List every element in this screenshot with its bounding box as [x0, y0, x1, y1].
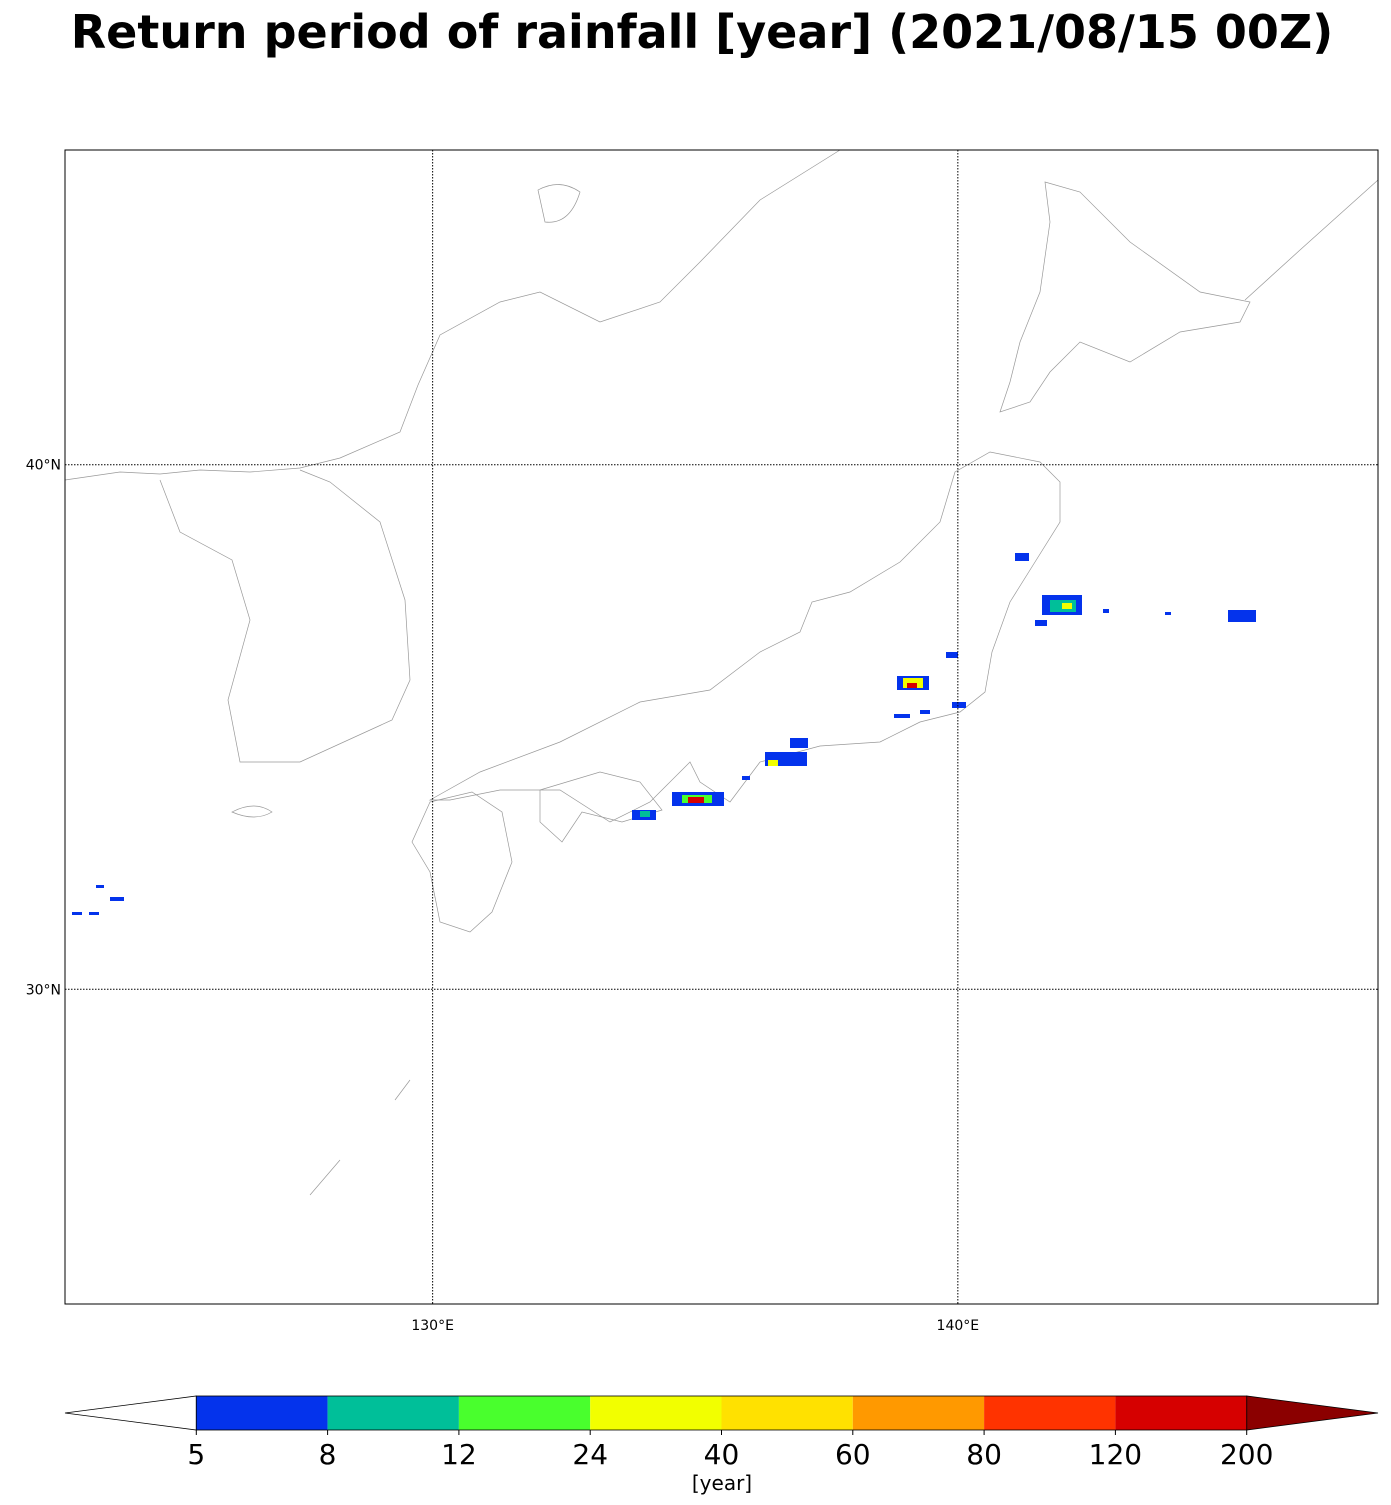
- colorbar-tick-label: 40: [704, 1438, 740, 1471]
- colorbar-tick-label: 5: [187, 1438, 205, 1471]
- x-tick-label: 130°E: [411, 1318, 454, 1334]
- colorbar-segment: [590, 1396, 722, 1430]
- colorbar-segment: [984, 1396, 1116, 1430]
- colorbar-segment: [196, 1396, 328, 1430]
- map-frame: [64, 149, 1379, 1305]
- colorbar-segment: [1115, 1396, 1247, 1430]
- colorbar-segment: [852, 1396, 985, 1430]
- colorbar-over: [1246, 1395, 1379, 1431]
- colorbar-tick-label: 24: [572, 1438, 608, 1471]
- colorbar-tick-label: 12: [441, 1438, 477, 1471]
- coastlines: [64, 149, 1379, 1196]
- colorbar-tick-label: 200: [1220, 1438, 1273, 1471]
- y-tick-label: 30°N: [26, 982, 61, 998]
- colorbar-segment: [721, 1396, 853, 1430]
- colorbar-segment: [458, 1396, 591, 1430]
- title: Return period of rainfall [year] (2021/0…: [71, 5, 1333, 59]
- colorbar-tick-label: 120: [1089, 1438, 1142, 1471]
- y-tick-label: 40°N: [26, 458, 61, 474]
- x-tick-label: 140°E: [937, 1318, 980, 1334]
- colorbar-label: [year]: [692, 1471, 752, 1495]
- colorbar-tick-label: 8: [319, 1438, 337, 1471]
- colorbar-under: [64, 1395, 197, 1431]
- rainfall-cells: [72, 553, 1256, 915]
- colorbar-tick-label: 80: [966, 1438, 1002, 1471]
- colorbar-segment: [327, 1396, 459, 1430]
- colorbar-tick-label: 60: [835, 1438, 871, 1471]
